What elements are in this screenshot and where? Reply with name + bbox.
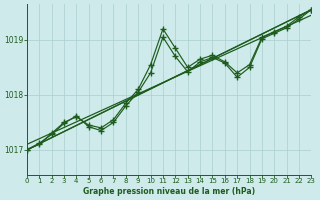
X-axis label: Graphe pression niveau de la mer (hPa): Graphe pression niveau de la mer (hPa)	[83, 187, 255, 196]
